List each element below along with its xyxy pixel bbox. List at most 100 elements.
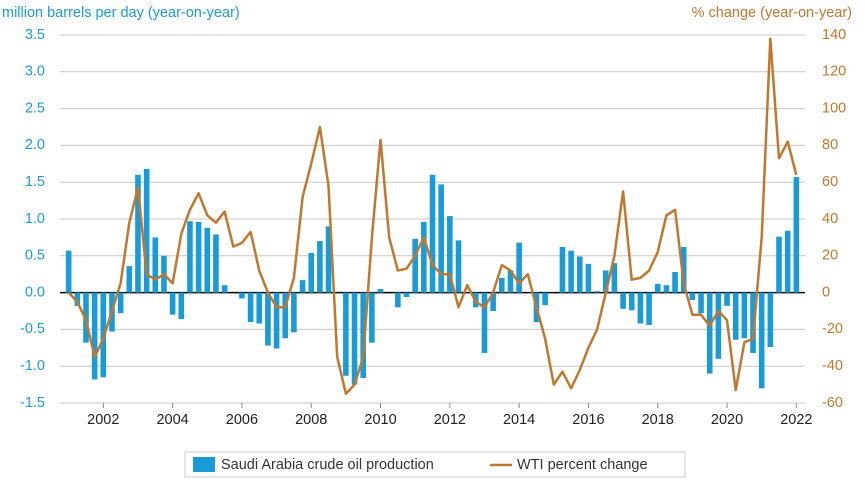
bar xyxy=(403,292,410,298)
x-tick-label: 2022 xyxy=(780,412,812,428)
y2-tick-label: 40 xyxy=(822,211,838,227)
y-tick-label: -1.0 xyxy=(20,358,45,374)
bar xyxy=(429,174,436,293)
y2-tick-label: -20 xyxy=(822,321,843,337)
bar xyxy=(265,292,271,346)
bar xyxy=(481,292,488,353)
y-tick-label: -0.5 xyxy=(20,321,45,337)
bar xyxy=(204,227,211,293)
bar xyxy=(135,174,141,293)
y2-tick-label: 100 xyxy=(822,100,846,116)
bar xyxy=(793,177,800,293)
bar xyxy=(637,292,644,324)
bar xyxy=(732,292,739,340)
y2-tick-label: 140 xyxy=(822,27,846,43)
y-tick-label: 1.5 xyxy=(25,174,45,190)
bar xyxy=(447,216,453,293)
bar xyxy=(585,263,592,293)
bar xyxy=(620,292,626,309)
bar xyxy=(343,292,349,376)
bar xyxy=(351,292,358,385)
x-tick-label: 2014 xyxy=(503,412,535,428)
bar xyxy=(195,221,202,293)
x-tick-label: 2004 xyxy=(156,412,188,428)
bar xyxy=(65,250,72,293)
bar xyxy=(412,238,418,293)
bar xyxy=(594,291,600,293)
x-tick-label: 2008 xyxy=(295,412,327,428)
bar xyxy=(507,270,514,293)
bar xyxy=(602,270,609,293)
y2-tick-label: 120 xyxy=(822,64,846,80)
bar xyxy=(455,240,462,293)
legend-box xyxy=(184,451,686,478)
y2-tick-label: 0 xyxy=(822,284,830,300)
bar xyxy=(273,292,280,349)
bar xyxy=(360,292,366,378)
bar xyxy=(680,246,687,293)
bar xyxy=(187,221,193,293)
bar xyxy=(438,184,444,293)
y-axis-title: million barrels per day (year-on-year) xyxy=(2,5,240,21)
y-tick-label: 2.5 xyxy=(25,100,45,116)
bar xyxy=(689,292,696,300)
bar xyxy=(542,292,548,306)
bar xyxy=(568,250,574,293)
bar xyxy=(395,292,401,308)
y2-tick-label: -40 xyxy=(822,358,843,374)
bar xyxy=(715,292,722,359)
bar xyxy=(91,292,98,380)
bar xyxy=(646,292,652,325)
legend-label: Saudi Arabia crude oil production xyxy=(221,457,434,473)
bar xyxy=(221,285,228,293)
y-tick-label: -1.5 xyxy=(20,395,45,411)
x-tick-label: 2018 xyxy=(642,412,674,428)
bar xyxy=(126,266,133,293)
bar xyxy=(672,271,678,293)
bar xyxy=(213,234,219,293)
bar xyxy=(325,226,332,293)
bar xyxy=(256,292,263,324)
x-tick-label: 2002 xyxy=(87,412,119,428)
bar xyxy=(559,246,566,293)
bar xyxy=(750,292,756,353)
bar xyxy=(516,242,522,293)
x-tick-label: 2006 xyxy=(226,412,258,428)
bar xyxy=(724,292,730,306)
bar xyxy=(317,241,323,293)
y-tick-label: 2.0 xyxy=(25,137,45,153)
bar xyxy=(299,280,306,293)
x-tick-label: 2012 xyxy=(434,412,466,428)
y-tick-label: 1.0 xyxy=(25,211,45,227)
bar xyxy=(576,256,583,293)
bar xyxy=(421,221,427,293)
bar xyxy=(117,292,124,314)
y2-axis-title: % change (year-on-year) xyxy=(692,5,852,21)
x-tick-label: 2010 xyxy=(364,412,396,428)
bar xyxy=(282,292,289,339)
y-tick-label: 0.5 xyxy=(25,248,45,264)
bar xyxy=(291,292,297,333)
bar xyxy=(308,252,315,293)
y-tick-label: 3.5 xyxy=(25,27,45,43)
x-tick-label: 2016 xyxy=(572,412,604,428)
bar xyxy=(706,292,713,374)
x-tick-label: 2020 xyxy=(711,412,743,428)
bar xyxy=(698,292,704,314)
bar xyxy=(628,292,635,311)
bar xyxy=(143,168,150,293)
bar xyxy=(741,292,748,339)
legend-label: WTI percent change xyxy=(517,457,648,473)
bar xyxy=(247,292,254,323)
y2-tick-label: -60 xyxy=(822,395,843,411)
bar xyxy=(178,292,185,320)
bar xyxy=(654,283,661,293)
legend-swatch xyxy=(193,457,215,472)
bar xyxy=(74,292,81,306)
y2-tick-label: 20 xyxy=(822,248,838,264)
bar xyxy=(499,277,505,293)
bar xyxy=(663,285,670,293)
y2-tick-label: 80 xyxy=(822,137,838,153)
bar xyxy=(239,292,245,299)
